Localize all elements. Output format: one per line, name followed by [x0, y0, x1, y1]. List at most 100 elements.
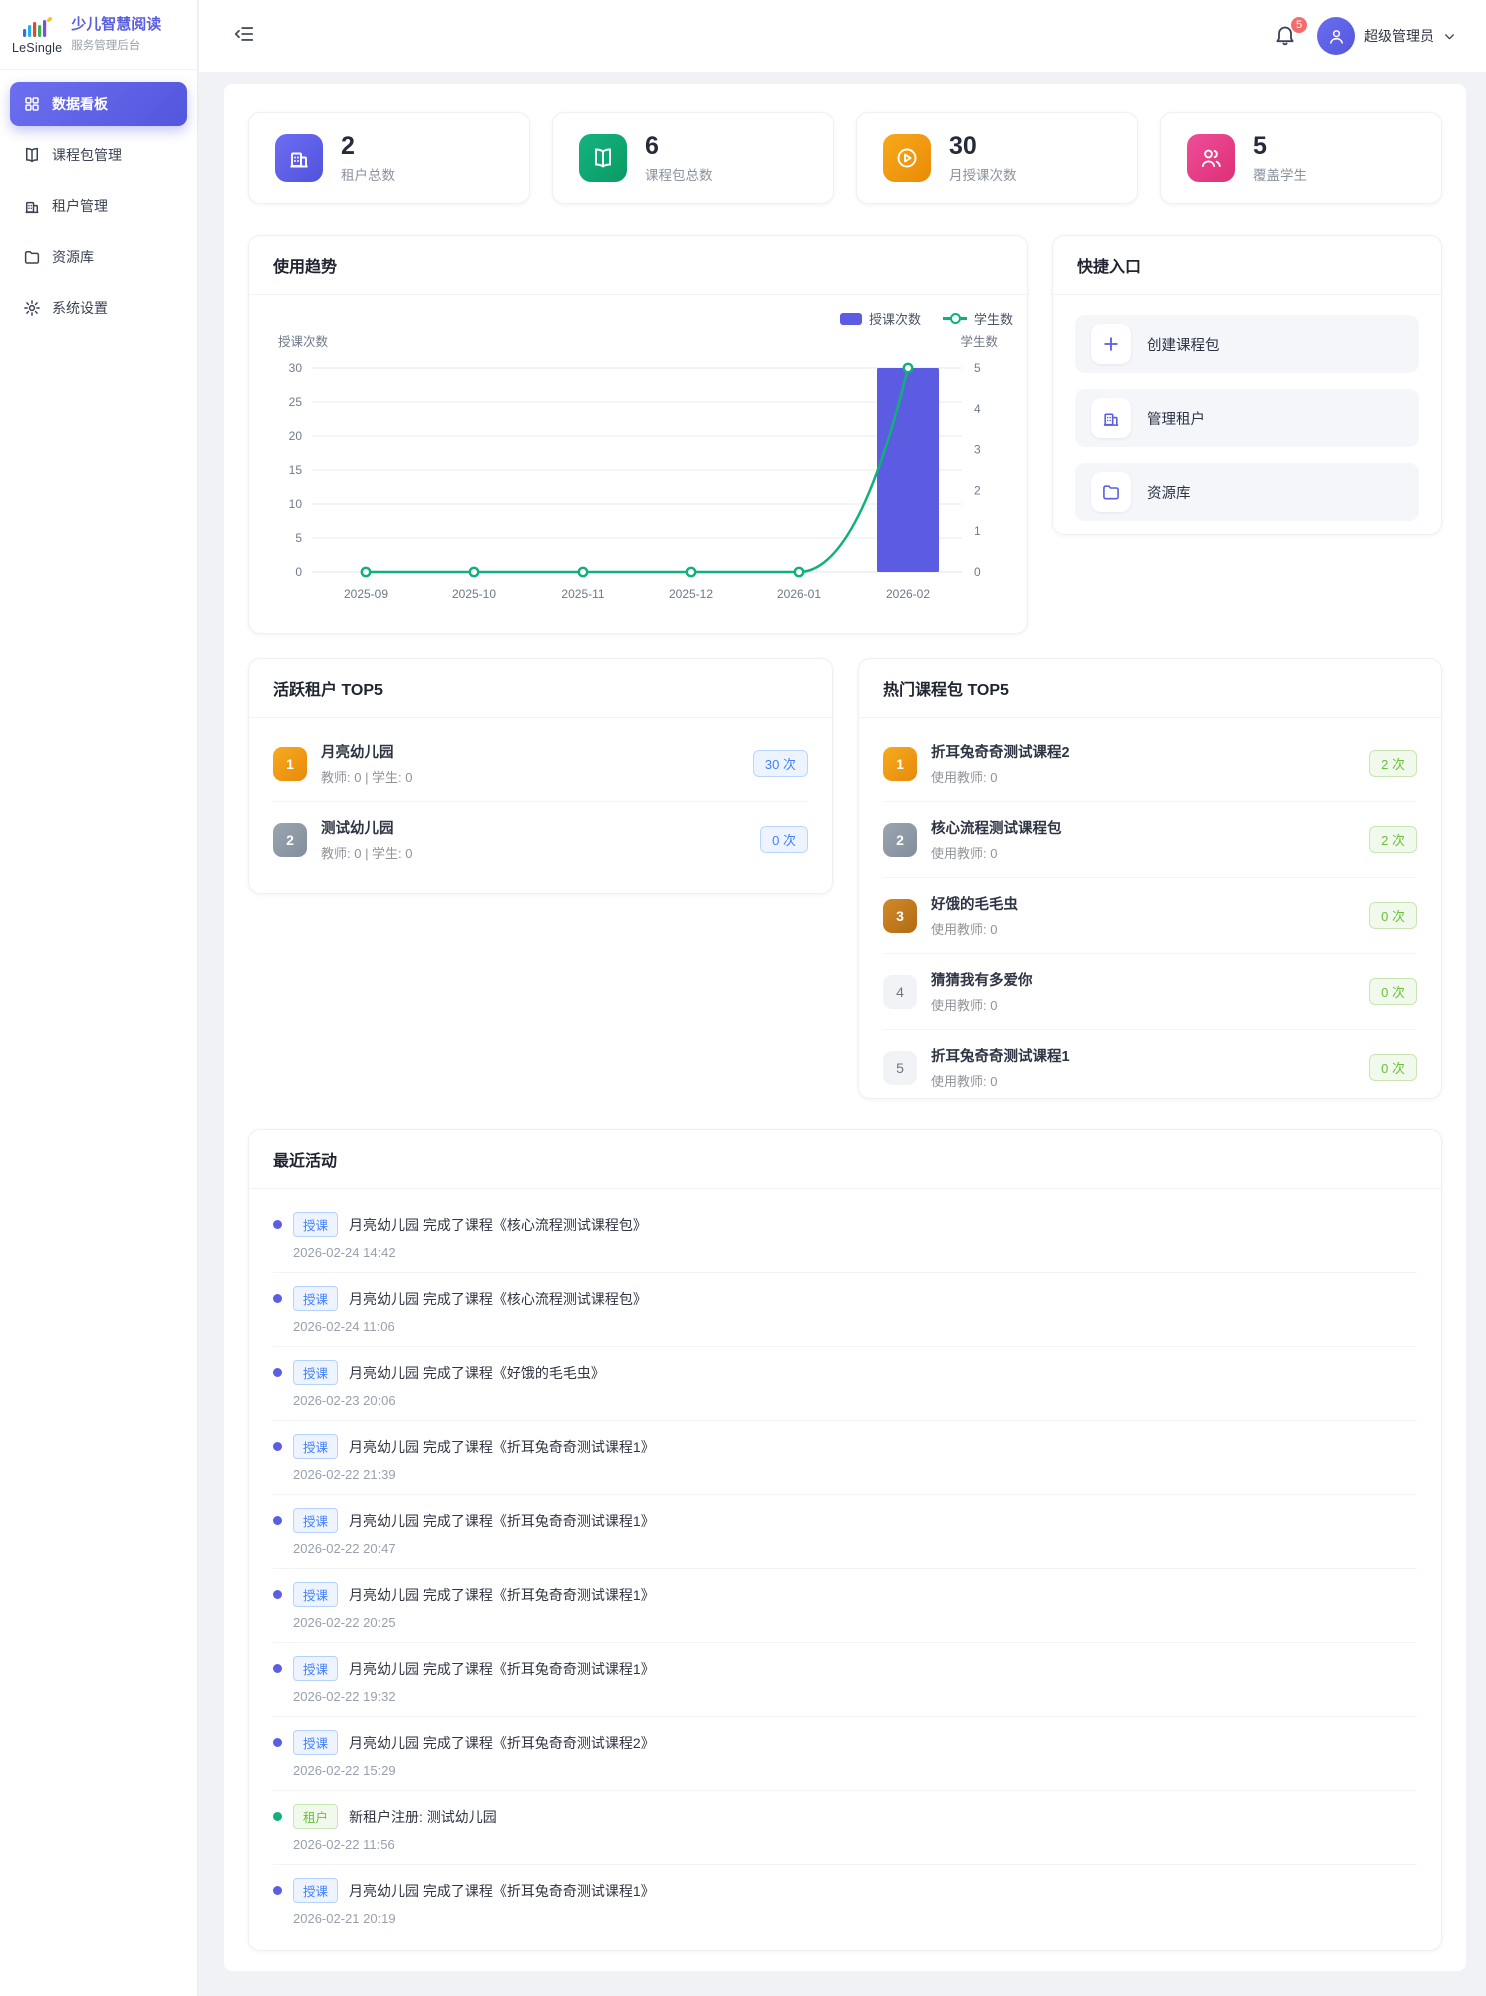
svg-text:0: 0: [974, 565, 981, 579]
recent-activity-card: 最近活动 授课 月亮幼儿园 完成了课程《核心流程测试课程包》 2026-02-2…: [248, 1129, 1442, 1951]
activity-text: 月亮幼儿园 完成了课程《折耳兔奇奇测试课程1》: [349, 1882, 655, 1899]
stat-card-packages: 6 课程包总数: [552, 112, 834, 204]
users-icon: [1187, 134, 1235, 182]
logo-text: LeSingle: [12, 40, 63, 55]
chevron-down-icon: [1445, 33, 1454, 39]
package-meta: 使用教师: 0: [931, 1074, 998, 1089]
logo-mark: LeSingle: [12, 15, 62, 55]
folder-icon: [1091, 472, 1131, 512]
building-icon: [1091, 398, 1131, 438]
book-icon: [26, 147, 38, 163]
activity-item: 授课 月亮幼儿园 完成了课程《好饿的毛毛虫》 2026-02-23 20:06: [273, 1347, 1417, 1421]
package-name: 好饿的毛毛虫: [931, 897, 1018, 913]
package-meta: 使用教师: 0: [931, 770, 998, 785]
tenant-name: 月亮幼儿园: [321, 745, 394, 761]
legend-item-students[interactable]: 学生数: [942, 309, 1013, 328]
user-menu[interactable]: 超级管理员: [1317, 17, 1456, 55]
quick-entry-label: 管理租户: [1147, 411, 1205, 428]
rank-badge: 2: [883, 822, 917, 857]
activity-item: 授课 月亮幼儿园 完成了课程《折耳兔奇奇测试课程1》 2026-02-21 20…: [273, 1865, 1417, 1938]
building-icon: [275, 134, 323, 182]
sidebar-collapse-button[interactable]: [233, 23, 255, 50]
package-row: 2 核心流程测试课程包 使用教师: 0 2 次: [883, 802, 1417, 878]
usage-count-badge: 2 次: [1369, 750, 1417, 777]
activity-time: 2026-02-23 20:06: [293, 1393, 396, 1408]
activity-time: 2026-02-22 20:25: [293, 1615, 396, 1630]
sidebar-item-settings[interactable]: 系统设置: [10, 286, 187, 330]
brand-logo: LeSingle 少儿智慧阅读 服务管理后台: [0, 0, 197, 70]
svg-text:2025-11: 2025-11: [561, 587, 604, 601]
activity-item: 授课 月亮幼儿园 完成了课程《折耳兔奇奇测试课程2》 2026-02-22 15…: [273, 1717, 1417, 1791]
activity-tag: 授课: [293, 1878, 339, 1903]
dashboard-icon: [25, 97, 39, 111]
stat-value: 2: [341, 132, 355, 161]
activity-dot: [273, 1812, 282, 1821]
line-markers: [360, 362, 914, 578]
package-meta: 使用教师: 0: [931, 922, 998, 937]
package-row: 5 折耳兔奇奇测试课程1 使用教师: 0 0 次: [883, 1030, 1417, 1105]
quick-resources-button[interactable]: 资源库: [1075, 463, 1419, 521]
activity-time: 2026-02-22 15:29: [293, 1763, 396, 1778]
activity-tag: 授课: [293, 1212, 339, 1237]
recent-activity-title: 最近活动: [249, 1130, 1441, 1189]
svg-text:20: 20: [289, 429, 303, 443]
user-icon: [1329, 29, 1343, 44]
activity-dot: [273, 1516, 282, 1525]
sidebar-item-label: 系统设置: [52, 300, 108, 316]
stat-label: 租户总数: [341, 167, 395, 183]
bell-icon: [1276, 26, 1294, 46]
activity-time: 2026-02-22 19:32: [293, 1689, 396, 1704]
rank-badge: 4: [883, 974, 917, 1009]
quick-entry-label: 资源库: [1147, 485, 1191, 502]
rank-badge: 2: [273, 822, 307, 857]
bar-2026-02: [877, 368, 939, 572]
rank-badge: 1: [273, 746, 307, 781]
svg-text:2025-10: 2025-10: [452, 587, 496, 601]
activity-item: 授课 月亮幼儿园 完成了课程《折耳兔奇奇测试课程1》 2026-02-22 20…: [273, 1569, 1417, 1643]
package-meta: 使用教师: 0: [931, 998, 998, 1013]
legend-item-lessons[interactable]: 授课次数: [839, 309, 921, 328]
brand-subtitle: 服务管理后台: [71, 39, 141, 52]
dashboard-content: 2 租户总数 6 课程包总数 30 月授课次数: [224, 84, 1466, 1971]
activity-time: 2026-02-24 11:06: [293, 1319, 395, 1334]
play-icon: [883, 134, 931, 182]
notifications-button[interactable]: 5: [1273, 16, 1308, 49]
sidebar-item-resources[interactable]: 资源库: [10, 235, 187, 279]
package-row: 3 好饿的毛毛虫 使用教师: 0 0 次: [883, 878, 1417, 954]
lesson-count-badge: 0 次: [760, 826, 808, 853]
svg-text:2: 2: [974, 483, 981, 497]
activity-dot: [273, 1220, 282, 1229]
book-icon: [579, 134, 627, 182]
activity-tag: 授课: [293, 1508, 339, 1533]
package-row: 1 折耳兔奇奇测试课程2 使用教师: 0 2 次: [883, 726, 1417, 802]
line-students: [366, 367, 910, 574]
stat-card-tenants: 2 租户总数: [248, 112, 530, 204]
active-tenants-title: 活跃租户 TOP5: [249, 659, 832, 718]
legend-bar-swatch: [839, 312, 862, 325]
activity-item: 授课 月亮幼儿园 完成了课程《折耳兔奇奇测试课程1》 2026-02-22 20…: [273, 1495, 1417, 1569]
y-left-axis-name: 授课次数: [278, 334, 329, 349]
plus-icon: [1091, 324, 1131, 364]
activity-time: 2026-02-22 21:39: [293, 1467, 396, 1482]
sidebar-item-label: 数据看板: [52, 96, 108, 112]
stat-card-students: 5 覆盖学生: [1160, 112, 1442, 204]
collapse-sidebar-icon: [234, 26, 254, 41]
notification-badge: 5: [1290, 16, 1308, 34]
sidebar-item-dashboard[interactable]: 数据看板: [10, 82, 187, 126]
quick-create-package-button[interactable]: 创建课程包: [1075, 315, 1419, 373]
sidebar-menu: 数据看板 课程包管理 租户管理 资源库 系统设置: [0, 70, 197, 349]
usage-count-badge: 0 次: [1369, 978, 1417, 1005]
gear-icon: [24, 300, 40, 316]
activity-item: 授课 月亮幼儿园 完成了课程《核心流程测试课程包》 2026-02-24 14:…: [273, 1199, 1417, 1273]
sidebar-item-tenants[interactable]: 租户管理: [10, 184, 187, 228]
package-name: 猜猜我有多爱你: [931, 973, 1033, 989]
activity-dot: [273, 1368, 282, 1377]
svg-text:3: 3: [974, 443, 981, 457]
quick-manage-tenants-button[interactable]: 管理租户: [1075, 389, 1419, 447]
quick-entry-title: 快捷入口: [1053, 236, 1441, 295]
usage-count-badge: 2 次: [1369, 826, 1417, 853]
sidebar-item-course-packages[interactable]: 课程包管理: [10, 133, 187, 177]
chart-legend: 授课次数 学生数: [249, 309, 1013, 328]
svg-text:2026-02: 2026-02: [886, 587, 930, 601]
svg-text:2025-12: 2025-12: [669, 587, 713, 601]
